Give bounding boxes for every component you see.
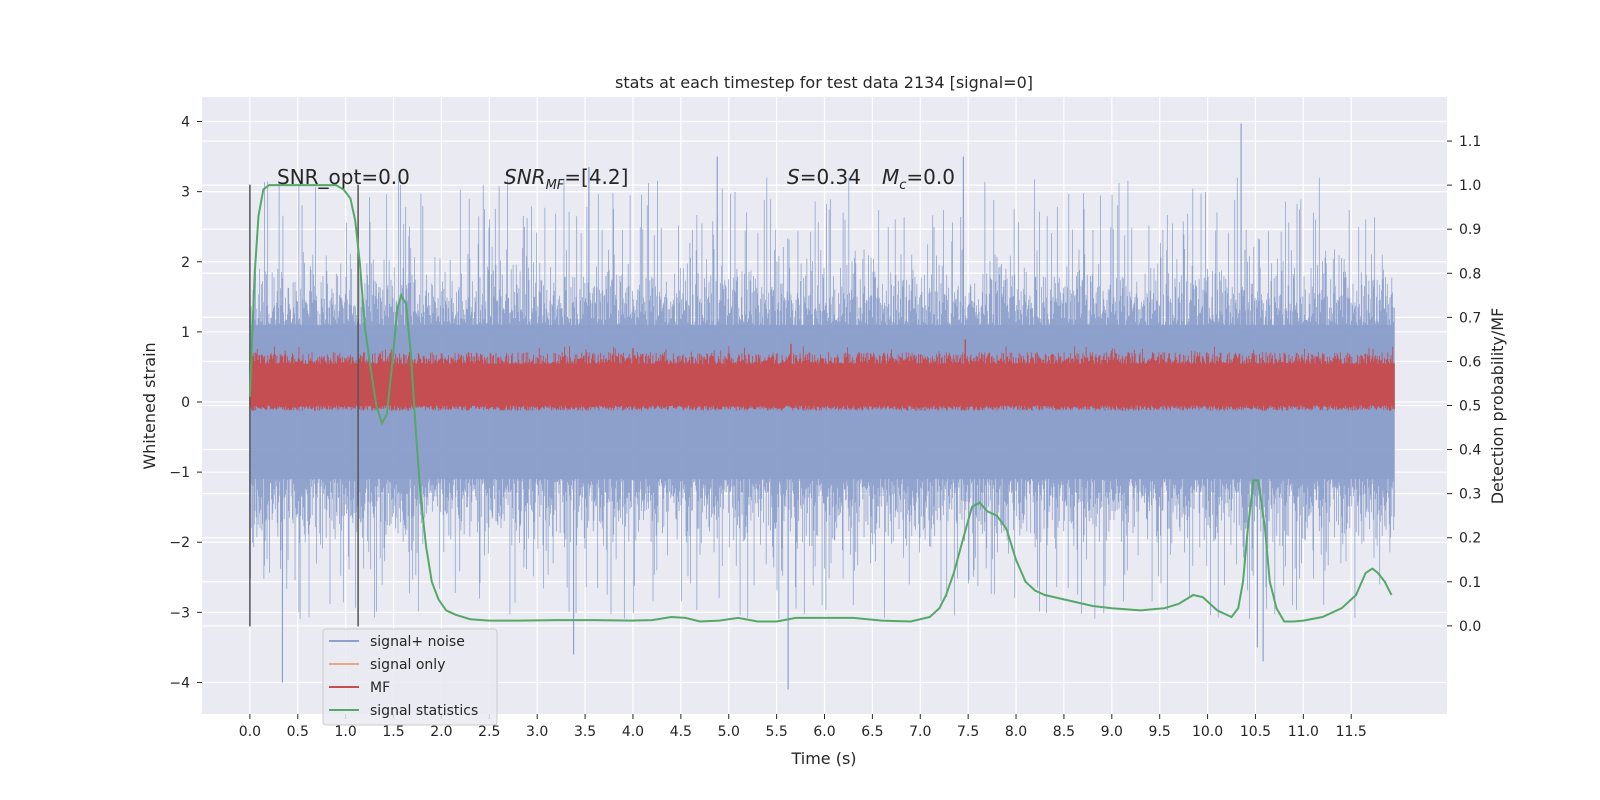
x-tick-label: 11.5 [1336, 724, 1367, 740]
y-tick-label-right: 0.0 [1459, 619, 1481, 635]
signal-statistics-line [248, 184, 1393, 623]
x-tick-label: 7.5 [957, 724, 979, 740]
legend-label-signal-noise: signal+ noise [370, 634, 465, 650]
left-axis-ticks: 4 3 2 1 0 −1 −2 −3 −4 [169, 115, 202, 691]
series-signal-statistics [248, 184, 1393, 623]
x-tick-label: 7.0 [909, 724, 931, 740]
y-tick-label-left: −1 [169, 465, 190, 481]
y-tick-label-right: 0.7 [1459, 310, 1481, 326]
legend: signal+ noise signal only MF signal stat… [322, 628, 498, 726]
x-tick-label: 6.0 [813, 724, 835, 740]
x-tick-label: 1.0 [335, 724, 357, 740]
x-tick-label: 6.5 [861, 724, 883, 740]
vertical-markers [249, 184, 359, 627]
legend-box [322, 628, 498, 726]
annotation-mc: Mc=0.0 [882, 165, 955, 193]
chart-title: stats at each timestep for test data 213… [615, 73, 1033, 92]
x-tick-label: 3.0 [526, 724, 548, 740]
annotation-snr-mf-value: =[4.2] [564, 165, 628, 189]
x-tick-label: 2.0 [430, 724, 452, 740]
right-axis-ticks: 1.1 1.0 0.9 0.8 0.7 0.6 0.5 0.4 0.3 0.2 0.1 0.0 [1447, 134, 1481, 635]
x-tick-label: 9.5 [1149, 724, 1171, 740]
x-tick-label: 11.0 [1288, 724, 1319, 740]
y-tick-label-left: 2 [181, 255, 190, 271]
x-tick-label: 1.5 [382, 724, 404, 740]
x-tick-label: 2.5 [478, 724, 500, 740]
left-axis-label: Whitened strain [140, 342, 159, 469]
legend-label-signal-statistics: signal statistics [370, 703, 478, 719]
y-tick-label-right: 0.2 [1459, 531, 1481, 547]
y-tick-label-left: 4 [181, 115, 190, 131]
right-axis-label: Detection probability/MF [1488, 308, 1507, 505]
y-tick-label-right: 0.3 [1459, 487, 1481, 503]
annotation-s: S=0.34 [787, 165, 861, 189]
legend-label-signal-only: signal only [370, 657, 445, 673]
y-tick-label-right: 0.5 [1459, 399, 1481, 415]
y-tick-label-left: 3 [181, 185, 190, 201]
y-tick-label-right: 0.9 [1459, 222, 1481, 238]
y-tick-label-left: 1 [181, 325, 190, 341]
x-tick-label: 10.5 [1240, 724, 1271, 740]
x-tick-label: 4.5 [670, 724, 692, 740]
y-tick-label-right: 0.6 [1459, 354, 1481, 370]
y-tick-label-left: −2 [169, 535, 190, 551]
annotation-s-value: =0.34 [800, 165, 861, 189]
y-tick-label-left: −3 [169, 605, 190, 621]
series-mf [249, 339, 1395, 411]
x-tick-label: 8.0 [1005, 724, 1027, 740]
x-axis-ticks: 0.0 0.5 1.0 1.5 2.0 2.5 3.0 3.5 4.0 4.5 5.0 5.5 6.0 6… [239, 714, 1367, 740]
y-tick-label-right: 1.1 [1459, 134, 1481, 150]
x-tick-label: 10.0 [1192, 724, 1223, 740]
annotation-snr-opt: SNR_opt=0.0 [277, 165, 410, 189]
x-tick-label: 8.5 [1053, 724, 1075, 740]
legend-label-mf: MF [370, 680, 390, 696]
y-tick-label-right: 1.0 [1459, 178, 1481, 194]
annotation-snr-mf: SNRMF=[4.2] [504, 165, 628, 193]
x-tick-label: 5.5 [765, 724, 787, 740]
x-tick-label: 0.0 [239, 724, 261, 740]
x-tick-label: 9.0 [1101, 724, 1123, 740]
x-tick-label: 0.5 [287, 724, 309, 740]
y-tick-label-left: −4 [169, 675, 190, 691]
y-tick-label-right: 0.4 [1459, 443, 1481, 459]
y-tick-label-right: 0.1 [1459, 575, 1481, 591]
annotation-mc-value: =0.0 [906, 165, 955, 189]
x-tick-label: 4.0 [622, 724, 644, 740]
y-tick-label-right: 0.8 [1459, 266, 1481, 282]
x-tick-label: 3.5 [574, 724, 596, 740]
x-tick-label: 5.0 [718, 724, 740, 740]
x-axis-label: Time (s) [790, 749, 856, 768]
y-tick-label-left: 0 [181, 395, 190, 411]
